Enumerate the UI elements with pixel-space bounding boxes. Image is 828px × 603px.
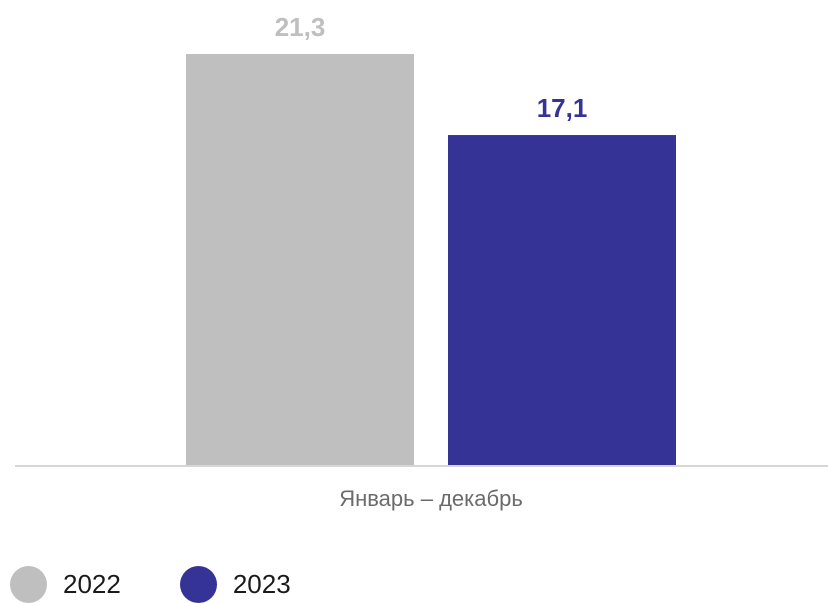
legend-item-2022: 2022 <box>10 566 121 603</box>
value-labels-group: 21,3 17,1 <box>275 12 588 123</box>
bar-chart: 21,3 17,1 Январь – декабрь <box>15 12 828 511</box>
legend-swatch-2023 <box>179 566 217 603</box>
legend-label-2022: 2022 <box>63 569 121 599</box>
bar-2022 <box>186 54 414 465</box>
legend-swatch-2022 <box>10 566 47 603</box>
legend: 2022 2023 <box>10 566 350 603</box>
value-label-2023: 17,1 <box>537 93 588 123</box>
legend-label-2023: 2023 <box>232 569 291 599</box>
bars-group <box>186 54 676 466</box>
value-label-2022: 21,3 <box>275 12 326 42</box>
category-label: Январь – декабрь <box>339 486 523 511</box>
bar-2023 <box>448 135 676 466</box>
legend-item-2023: 2023 <box>179 566 291 603</box>
